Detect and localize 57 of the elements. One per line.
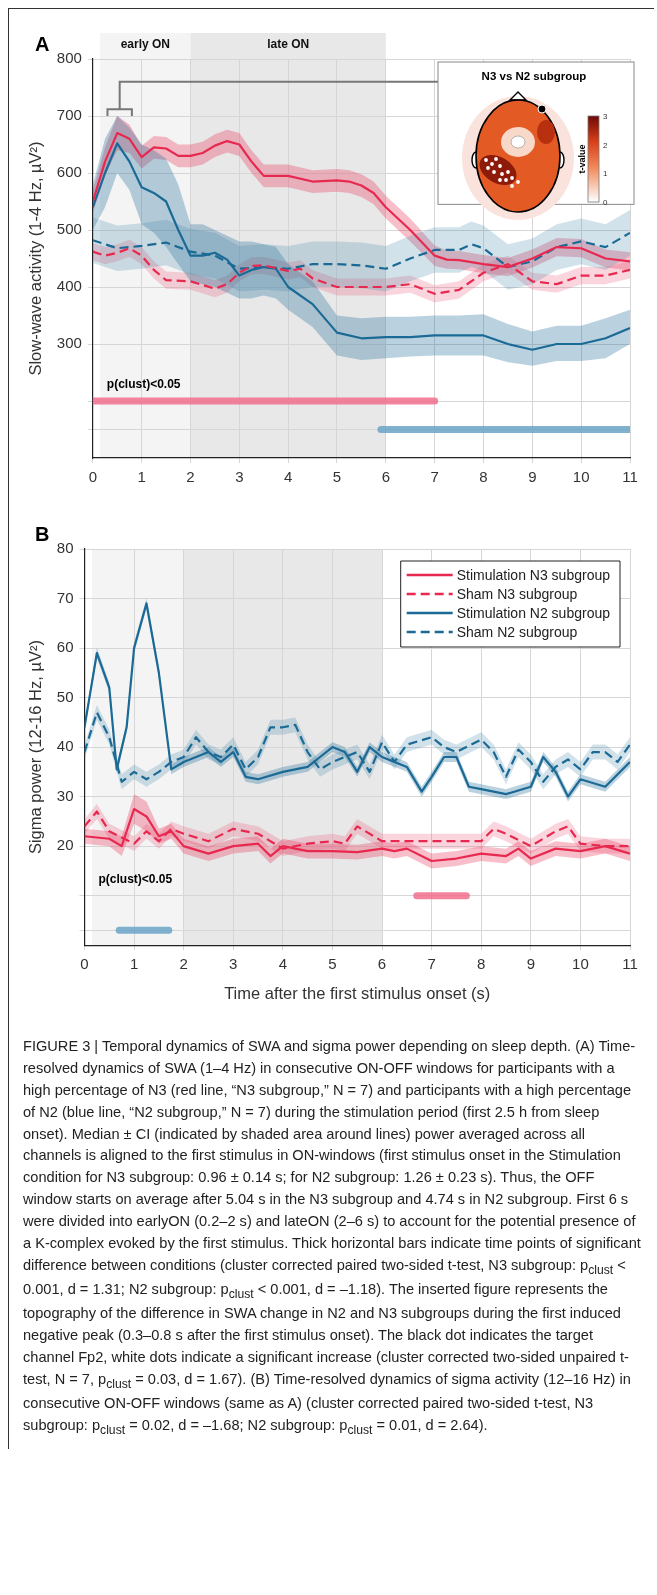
x-tick-label: 5	[332, 468, 342, 486]
annotation: 3	[603, 112, 608, 121]
annotation: p(clust)<0.05	[98, 871, 173, 886]
x-tick-label: 1	[137, 468, 146, 486]
x-tick-label: 9	[526, 955, 535, 973]
x-tick-label: 6	[381, 468, 390, 486]
y-tick-label: 40	[56, 737, 74, 755]
annotation: 2	[603, 140, 608, 150]
x-tick-label: 3	[235, 468, 244, 486]
x-tick-label: 10	[572, 955, 589, 973]
x-tick-label: 11	[622, 468, 638, 486]
y-tick-label: 600	[56, 163, 82, 181]
x-tick-label: 11	[622, 955, 638, 973]
x-tick-label: 7	[427, 955, 436, 973]
x-tick-label: 4	[278, 955, 288, 973]
band-label: early ON	[120, 37, 170, 52]
text: FIGURE 3 | Temporal dynamics of SWA and sigma power depending on sleep depth. (A) Time-resolved dynamics of SWA (1–4 Hz) in consecutive ON-OFF windows for participants with a high percentage of N3 (red line, “N3 subgroup,” N = 7) and participants with a high percentage of N2 (blue line, “N2 subgroup,” N = 7) during the stimulation period (first 2.5 h from sleep onset). Median ± CI (indicated by shaded area around lines) power averaged across all channels is aligned to the first stimulus in ON-windows (first stimulus onset in the Stimulation condition for N3 subgroup: 0.96 ± 0.14 s; for N2 subgroup: 1.26 ± 0.23 s). Thus, the OFF window starts on average after 5.04 s in the N3 subgroup and 4.74 s in N2 subgroup. First 6 s were divided into earlyON (0.2–2 s) and lateON (2–6 s) to account for the potential presence of a K-complex evoked by the first stimulus. Thick horizontal bars indicate time points of significant difference between conditions (cluster corrected paired two-sided t-test, N3 subgroup: p$_{clust}$ < 0.001, d = 1.31; N2 subgroup: p$_{clust}$ < 0.001, d = –1.18). The inserted figure represents the topography of the difference in SWA change in N2 and N3 subgroups during the first induced negative peak (0.3–0.8 s after the first stimulus onset). The black dot indicates the target channel Fp2, white dots indicate a significant increase (cluster corrected two-sided unpaired t-test, N = 7, p$_{clust}$ = 0.03, d = 1.67). (B) Time-resolved dynamics of sigma activity (12–16 Hz) in consecutive ON-OFF windows (same as A) (cluster corrected paired two-sided t-test, N3 subgroup: p$_{clust}$ = 0.02, d = –1.68; N2 subgroup: p$_{clust}$ = 0.01, d = 2.64).	[23, 1038, 641, 1437]
y-tick-label: 400	[56, 277, 82, 295]
y-axis-title: Sigma power (12-16 Hz, µV²)	[26, 640, 45, 855]
x-tick-label: 0	[88, 468, 97, 486]
y-tick-label: 80	[56, 539, 74, 557]
annotation: p(clust)<0.05	[106, 377, 181, 392]
chart-title: B	[35, 522, 50, 545]
annotation: t-value	[577, 144, 587, 174]
y-tick-label: 60	[56, 638, 74, 656]
x-tick-label: 2	[186, 468, 195, 486]
x-tick-label: 9	[528, 468, 537, 486]
x-axis-title: Time after the first stimulus onset (s)	[224, 983, 491, 1002]
y-tick-label: 300	[56, 334, 82, 352]
x-tick-label: 2	[179, 955, 188, 973]
x-tick-label: 4	[283, 468, 293, 486]
x-tick-label: 8	[477, 955, 486, 973]
y-tick-label: 30	[56, 786, 74, 804]
x-tick-label: 5	[328, 955, 337, 973]
legend-label: Sham N2 subgroup	[456, 623, 578, 640]
legend-label: Sham N3 subgroup	[456, 585, 578, 602]
x-tick-label: 7	[430, 468, 439, 486]
y-axis-title: Slow-wave activity (1-4 Hz, µV²)	[26, 141, 45, 376]
chart-title: A	[35, 32, 50, 55]
annotation: N3 vs N2 subgroup	[481, 70, 587, 82]
x-tick-label: 0	[80, 955, 89, 973]
x-tick-label: 8	[479, 468, 488, 486]
legend-label: Stimulation N2 subgroup	[456, 604, 611, 621]
x-tick-label: 3	[229, 955, 238, 973]
y-tick-label: 50	[56, 687, 74, 705]
x-tick-label: 6	[377, 955, 387, 973]
legend-label: Stimulation N3 subgroup	[456, 566, 611, 583]
band-label: late ON	[267, 37, 310, 52]
y-tick-label: 500	[56, 220, 82, 238]
annotation: 1	[603, 169, 608, 179]
x-tick-label: 1	[129, 955, 139, 973]
y-tick-label: 800	[56, 49, 82, 67]
x-tick-label: 10	[572, 468, 590, 486]
y-tick-label: 700	[56, 106, 82, 124]
y-tick-label: 20	[56, 836, 74, 854]
y-tick-label: 70	[56, 588, 74, 606]
annotation: 0	[603, 198, 608, 207]
